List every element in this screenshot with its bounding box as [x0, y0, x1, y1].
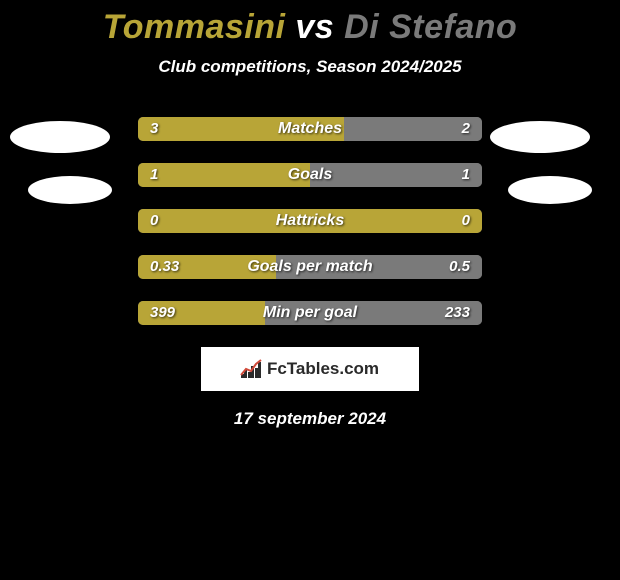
stat-bar	[138, 117, 482, 141]
stat-row: 0.330.5Goals per match	[0, 255, 620, 279]
date-label: 17 september 2024	[0, 409, 620, 429]
stat-value-left: 1	[150, 163, 158, 187]
subtitle: Club competitions, Season 2024/2025	[0, 57, 620, 77]
logo-chart-icon	[241, 360, 263, 378]
stat-value-right: 0.5	[449, 255, 470, 279]
stat-bar-left	[138, 209, 482, 233]
stat-bar-left	[138, 163, 310, 187]
stat-value-left: 0.33	[150, 255, 179, 279]
stat-value-right: 1	[462, 163, 470, 187]
player1-name: Tommasini	[103, 8, 286, 46]
stat-bar-right	[310, 163, 482, 187]
stat-bar	[138, 255, 482, 279]
logo-text: FcTables.com	[267, 359, 379, 379]
club-crest-placeholder	[28, 176, 112, 204]
comparison-title: Tommasini vs Di Stefano	[0, 0, 620, 47]
stat-row: 399233Min per goal	[0, 301, 620, 325]
vs-label: vs	[295, 8, 334, 46]
club-crest-placeholder	[508, 176, 592, 204]
source-logo: FcTables.com	[201, 347, 419, 391]
stat-bar	[138, 301, 482, 325]
stat-value-left: 0	[150, 209, 158, 233]
player2-name: Di Stefano	[344, 8, 517, 46]
stat-value-right: 233	[445, 301, 470, 325]
stat-row: 00Hattricks	[0, 209, 620, 233]
stat-bar	[138, 209, 482, 233]
stat-bar-left	[138, 117, 344, 141]
stat-bar	[138, 163, 482, 187]
club-crest-placeholder	[490, 121, 590, 153]
stat-value-right: 2	[462, 117, 470, 141]
club-crest-placeholder	[10, 121, 110, 153]
stat-value-left: 3	[150, 117, 158, 141]
stat-value-right: 0	[462, 209, 470, 233]
stat-value-left: 399	[150, 301, 175, 325]
